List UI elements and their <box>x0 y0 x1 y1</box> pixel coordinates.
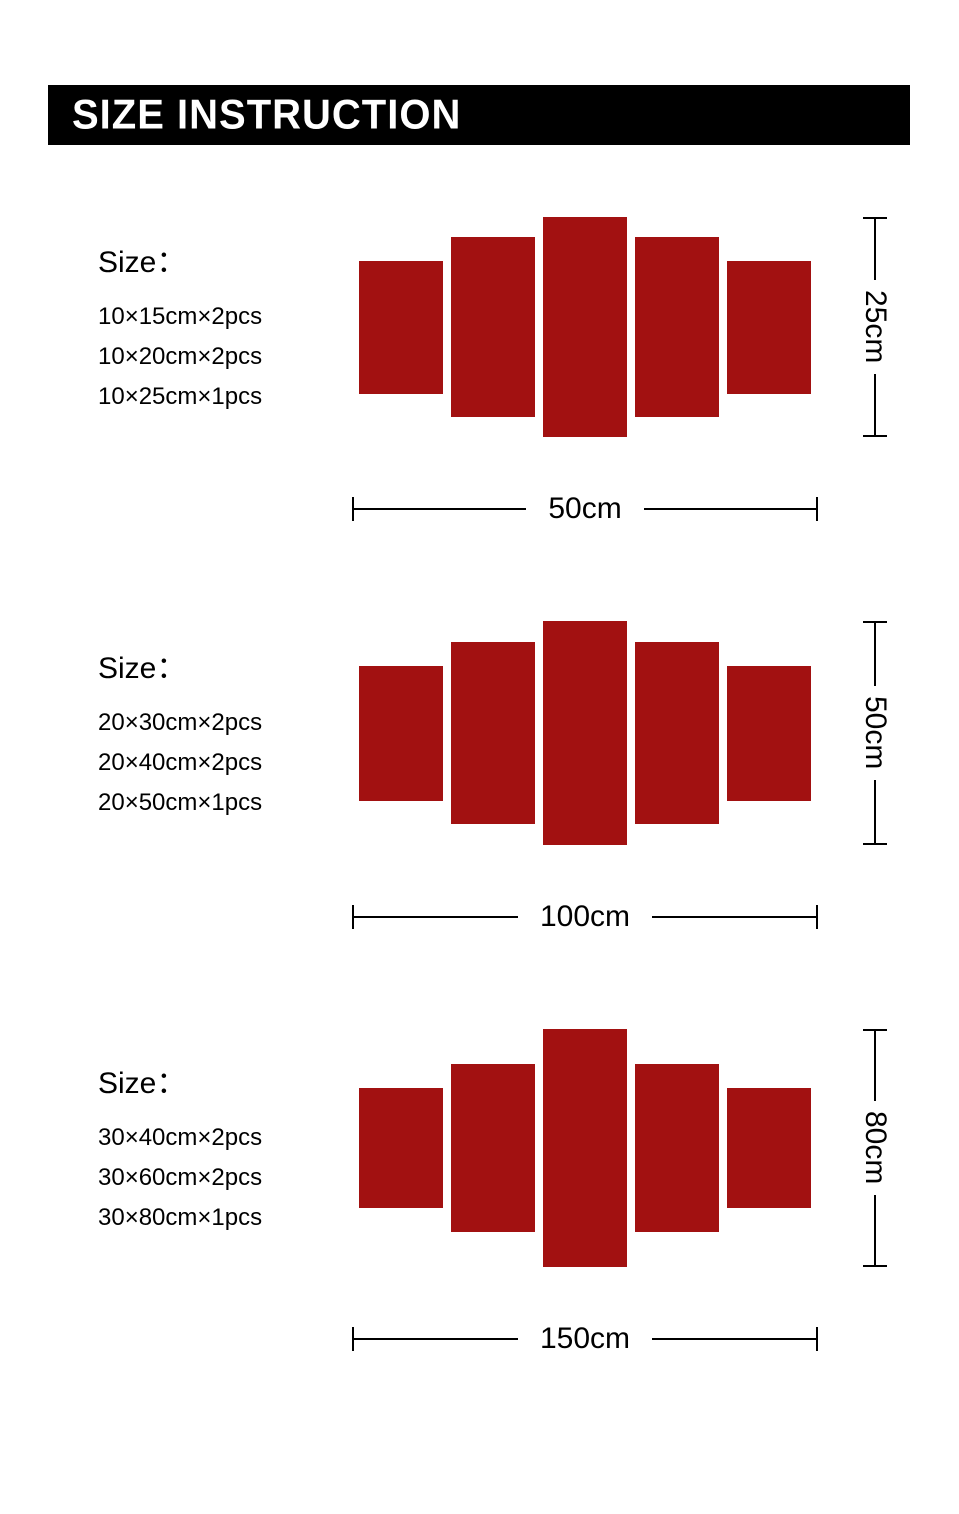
dimension-end-cap <box>352 905 354 929</box>
height-label: 50cm <box>859 696 892 770</box>
dimension-end-cap <box>352 497 354 521</box>
height-dimension-line: 80cm <box>858 1029 892 1268</box>
dimension-line-segment <box>652 916 817 918</box>
dimension-end-cap <box>863 435 887 438</box>
size-item: 10×20cm×2pcs <box>98 343 263 370</box>
height-label: 80cm <box>859 1111 892 1185</box>
size-item: 20×30cm×2pcs <box>98 709 263 736</box>
dimension-line-segment <box>874 1194 876 1266</box>
dimension-end-cap <box>816 497 819 521</box>
canvas-panel-center <box>543 1029 627 1267</box>
size-sections: Size： 10×15cm×2pcs 10×20cm×2pcs 10×25cm×… <box>0 217 959 1356</box>
dimension-end-cap <box>816 905 819 929</box>
size-section-medium: Size： 20×30cm×2pcs 20×40cm×2pcs 20×50cm×… <box>0 621 959 934</box>
width-dimension-line: 50cm <box>352 492 819 526</box>
dimension-line-segment <box>643 508 817 510</box>
height-dimension-line: 50cm <box>858 621 892 846</box>
size-item: 30×40cm×2pcs <box>98 1124 263 1151</box>
size-info-block: Size： 10×15cm×2pcs 10×20cm×2pcs 10×25cm×… <box>0 237 352 417</box>
size-info-block: Size： 20×30cm×2pcs 20×40cm×2pcs 20×50cm×… <box>0 643 352 823</box>
dimension-line-segment <box>652 1338 817 1340</box>
size-item: 30×60cm×2pcs <box>98 1164 263 1191</box>
size-section-large: Size： 30×40cm×2pcs 30×60cm×2pcs 30×80cm×… <box>0 1029 959 1356</box>
header-bar: SIZE INSTRUCTION <box>48 85 910 145</box>
canvas-panel-outer-left <box>359 260 443 394</box>
dimension-line-segment <box>354 1338 518 1340</box>
dimension-line-segment <box>354 916 518 918</box>
width-dimension-line: 150cm <box>352 1322 819 1356</box>
canvas-panel-set <box>352 621 818 845</box>
dimension-line-segment <box>874 623 876 687</box>
canvas-panel-outer-right <box>727 1088 811 1208</box>
canvas-panel-outer-right <box>727 260 811 394</box>
size-item: 10×25cm×1pcs <box>98 383 263 410</box>
width-label: 150cm <box>539 1322 631 1355</box>
size-item: 20×40cm×2pcs <box>98 749 263 776</box>
dimension-line-segment <box>874 219 876 281</box>
dimension-line-segment <box>874 1031 876 1102</box>
dimension-end-cap <box>816 1327 819 1351</box>
height-label: 25cm <box>859 290 892 364</box>
size-info-block: Size： 30×40cm×2pcs 30×60cm×2pcs 30×80cm×… <box>0 1058 352 1238</box>
canvas-panel-center <box>543 217 627 437</box>
size-label: Size： <box>98 652 187 685</box>
canvas-panel-set <box>352 217 818 437</box>
dimension-end-cap <box>863 217 887 219</box>
width-label: 100cm <box>539 900 631 933</box>
page-title: SIZE INSTRUCTION <box>72 91 462 138</box>
dimension-end-cap <box>863 621 887 623</box>
canvas-panel-mid-right <box>635 642 719 824</box>
size-item: 10×15cm×2pcs <box>98 303 263 330</box>
canvas-panel-mid-left <box>451 1064 535 1232</box>
size-label: Size： <box>98 1067 187 1100</box>
height-dimension-line: 25cm <box>858 217 892 438</box>
canvas-panel-mid-left <box>451 642 535 824</box>
canvas-panel-mid-right <box>635 1064 719 1232</box>
canvas-panel-outer-left <box>359 665 443 801</box>
dimension-end-cap <box>352 1327 354 1351</box>
canvas-panel-center <box>543 621 627 845</box>
dimension-line-segment <box>874 779 876 844</box>
canvas-panel-set <box>352 1029 818 1267</box>
width-label: 50cm <box>548 492 622 525</box>
canvas-panel-mid-left <box>451 237 535 417</box>
dimension-line-segment <box>874 373 876 436</box>
size-item: 30×80cm×1pcs <box>98 1204 263 1231</box>
canvas-panel-outer-left <box>359 1088 443 1208</box>
dimension-end-cap <box>863 843 887 846</box>
dimension-end-cap <box>863 1029 887 1031</box>
size-label: Size： <box>98 246 187 279</box>
dimension-line-segment <box>354 508 527 510</box>
canvas-panel-outer-right <box>727 665 811 801</box>
dimension-end-cap <box>863 1265 887 1268</box>
width-dimension-line: 100cm <box>352 900 819 934</box>
canvas-panel-mid-right <box>635 237 719 417</box>
size-section-small: Size： 10×15cm×2pcs 10×20cm×2pcs 10×25cm×… <box>0 217 959 526</box>
size-item: 20×50cm×1pcs <box>98 789 263 816</box>
